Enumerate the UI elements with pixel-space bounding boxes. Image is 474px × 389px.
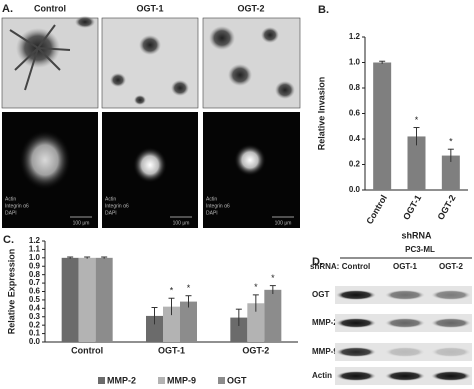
y-tick-label: 0.2: [29, 320, 41, 329]
x-axis-title: shRNA: [401, 230, 432, 240]
band: [431, 290, 471, 300]
legend-swatch: [98, 377, 105, 384]
y-tick-label: 0.5: [29, 295, 41, 304]
column-label: OGT-2: [237, 3, 264, 13]
band: [385, 290, 425, 300]
row-label: MMP-9: [312, 347, 338, 356]
significance: *: [187, 283, 191, 293]
lane-label: OGT-1: [393, 262, 418, 271]
fluorescence-row: [2, 112, 300, 228]
bar: [180, 301, 197, 342]
western-blot: Control OGT-1 OGT-2 OGT MMP-2 MMP-9 Actin: [312, 262, 472, 385]
x-tick-label: OGT-1: [401, 193, 423, 221]
legend-swatch: [218, 377, 225, 384]
y-tick-label: 1.2: [29, 236, 41, 245]
bar: [373, 62, 392, 190]
stain-label: DAPI: [206, 210, 218, 216]
x-tick-label: Control: [71, 345, 103, 355]
y-tick-label: 0.2: [349, 160, 361, 169]
x-tick-label: OGT-2: [435, 193, 457, 221]
significance: *: [254, 282, 258, 292]
bar: [78, 257, 96, 342]
panel-label: B.: [318, 4, 329, 16]
legend-swatch: [158, 377, 165, 384]
band: [336, 290, 376, 300]
stain-label: Actin: [105, 196, 116, 202]
band: [385, 318, 425, 328]
stain-label: DAPI: [5, 210, 17, 216]
y-tick-label: 0.8: [349, 83, 361, 92]
row-header: shRNA:: [310, 262, 339, 271]
y-tick-label: 0.4: [349, 134, 361, 143]
stain-label: Integrin α6: [105, 203, 129, 209]
y-tick-label: 0.9: [29, 261, 41, 270]
legend-label: OGT: [227, 375, 247, 385]
stain-label: Integrin α6: [206, 203, 230, 209]
bar: [61, 257, 79, 342]
bar: [407, 136, 426, 190]
band: [385, 347, 425, 357]
legend-label: MMP-9: [167, 375, 196, 385]
scale-bar: 100 μm: [275, 220, 292, 226]
x-tick-label: OGT-1: [158, 345, 185, 355]
panel-label: A.: [2, 3, 13, 15]
legend-label: MMP-2: [107, 375, 136, 385]
y-tick-label: 1.0: [29, 253, 41, 262]
bar: [146, 315, 163, 342]
y-tick-label: 0.6: [349, 109, 361, 118]
band: [431, 371, 471, 381]
significance: *: [449, 137, 453, 147]
panel-label: D.: [312, 256, 323, 268]
band: [431, 318, 471, 328]
scale-bar: 100 μm: [73, 220, 90, 226]
row-label: MMP-2: [312, 318, 338, 327]
y-tick-label: 0.1: [29, 329, 41, 338]
row-label: Actin: [312, 371, 332, 380]
y-tick-label: 0.3: [29, 312, 41, 321]
stain-legend: Actin Integrin α6 DAPI Actin Integrin α6…: [5, 196, 294, 226]
y-tick-label: 1.2: [349, 32, 361, 41]
significance: *: [271, 273, 275, 283]
band: [336, 371, 376, 381]
y-axis-title: Relative Expression: [6, 249, 16, 335]
y-tick-label: 0.8: [29, 270, 41, 279]
y-tick-label: 0.0: [349, 185, 361, 194]
bar: [247, 303, 265, 342]
y-tick-label: 0.4: [29, 303, 41, 312]
bar: [441, 155, 460, 190]
band: [336, 347, 376, 357]
y-axis-title: Relative Invasion: [316, 77, 326, 151]
stain-label: DAPI: [105, 210, 117, 216]
band: [336, 318, 376, 328]
lane-label: Control: [342, 262, 370, 271]
y-tick-label: 0.0: [29, 337, 41, 346]
column-label: Control: [34, 3, 66, 13]
y-tick-label: 1.0: [349, 58, 361, 67]
y-tick-label: 1.1: [29, 245, 41, 254]
group-label: PC3-ML: [405, 245, 435, 254]
significance: *: [170, 286, 174, 296]
y-tick-label: 0.7: [29, 278, 41, 287]
lane-label: OGT-2: [439, 262, 464, 271]
bar: [95, 257, 113, 342]
band: [431, 347, 471, 357]
x-tick-label: OGT-2: [242, 345, 269, 355]
bar: [264, 289, 282, 342]
stain-label: Integrin α6: [5, 203, 29, 209]
bar: [230, 317, 248, 342]
stain-label: Actin: [5, 196, 16, 202]
row-label: OGT: [312, 290, 329, 299]
scale-bar: 100 μm: [173, 220, 190, 226]
x-tick-label: Control: [364, 193, 389, 226]
y-tick-label: 0.6: [29, 287, 41, 296]
brightfield-row: [1, 16, 301, 109]
bar: [163, 306, 180, 342]
band: [385, 371, 425, 381]
significance: *: [415, 115, 419, 125]
panel-label: C.: [3, 234, 14, 246]
stain-label: Actin: [206, 196, 217, 202]
column-label: OGT-1: [136, 3, 163, 13]
